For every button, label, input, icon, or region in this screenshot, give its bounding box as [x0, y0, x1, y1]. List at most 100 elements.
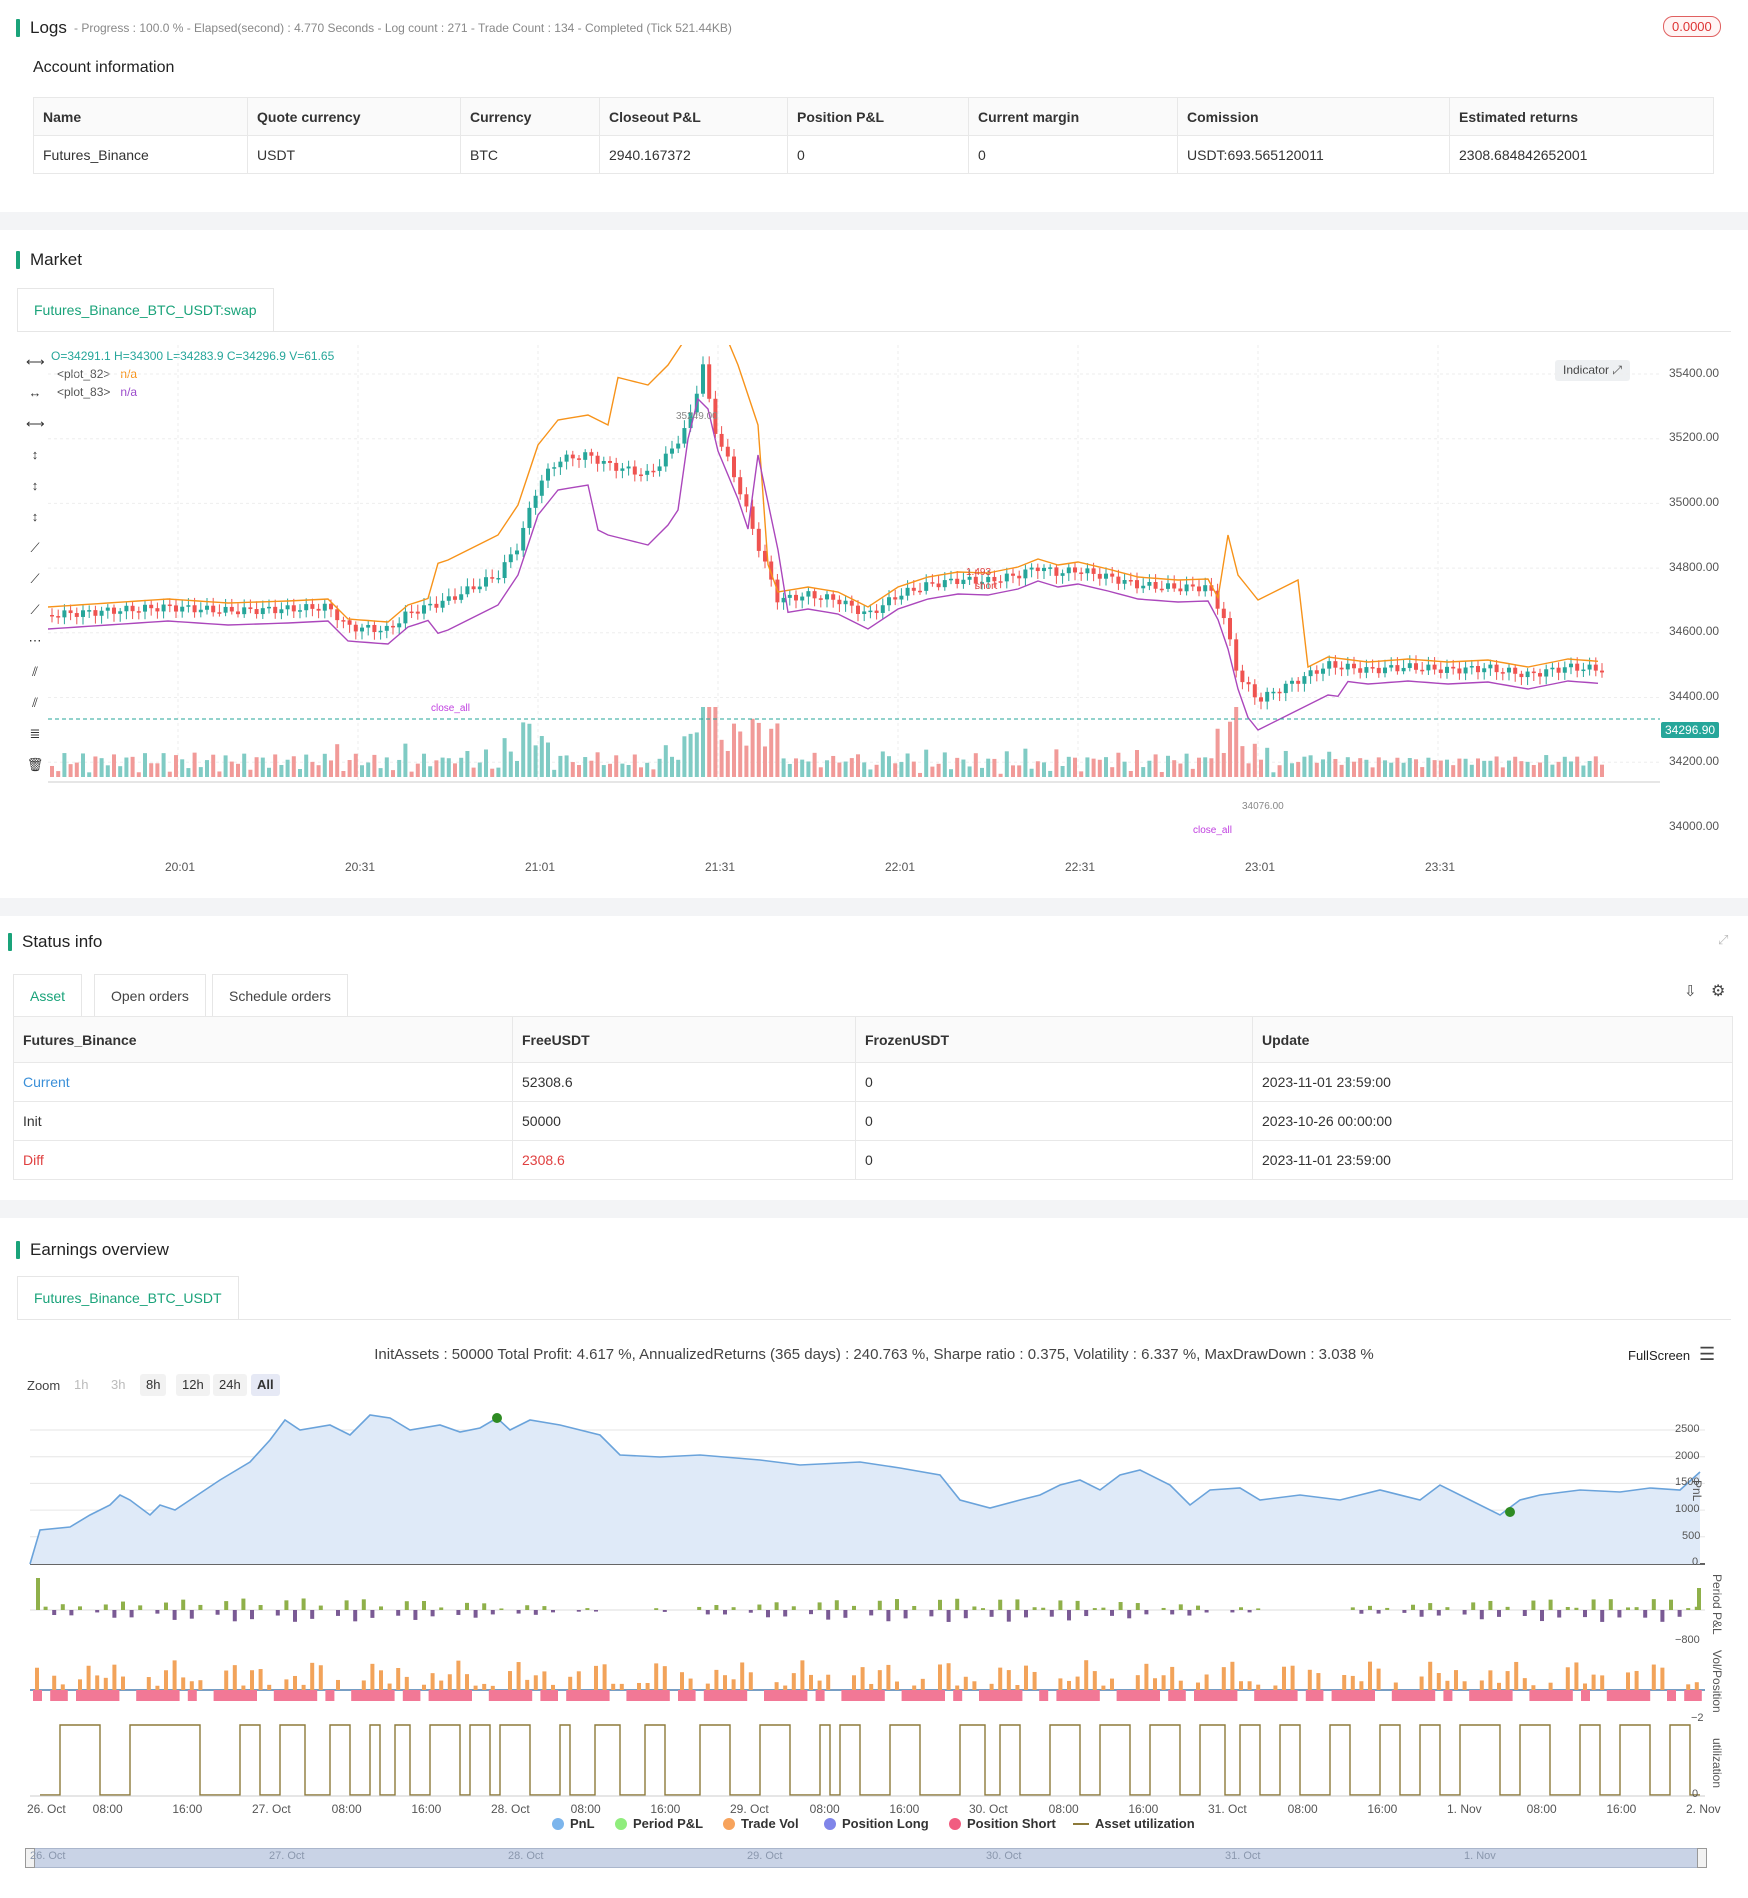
period-pnl-bar [1359, 1610, 1364, 1614]
tab-earnings-symbol[interactable]: Futures_Binance_BTC_USDT [17, 1276, 239, 1319]
gear-icon[interactable]: ⚙ [1711, 983, 1726, 1000]
pitchfork-tool-icon[interactable]: ⫽ [32, 695, 38, 710]
volume-bar [1600, 764, 1604, 777]
trade-vol-bar [1428, 1661, 1433, 1690]
vertical-ray-tool-icon[interactable]: ↕ [31, 509, 39, 524]
legend-marker [949, 1817, 961, 1830]
legend-trade-vol[interactable]: Trade Vol [723, 1816, 799, 1831]
candle-body [1550, 667, 1555, 670]
volume-bar [676, 759, 681, 777]
period-pnl-bar [1402, 1610, 1407, 1613]
legend-position-long[interactable]: Position Long [824, 1816, 929, 1831]
candle-body [1339, 667, 1344, 670]
pnl-line [29, 1414, 1701, 1565]
volume-bar [285, 759, 290, 777]
trade-vol-bar [473, 1685, 478, 1690]
period-pnl-bar [1127, 1610, 1132, 1619]
expand-icon[interactable]: ⤢ [1718, 932, 1729, 947]
volume-bar [651, 769, 656, 777]
period-pnl-bar [1436, 1610, 1441, 1616]
legend-marker [824, 1817, 836, 1830]
volume-bar [1451, 765, 1456, 777]
trade-vol-bar [611, 1683, 616, 1690]
position-short-bar [858, 1690, 868, 1701]
trade-vol-bar [1626, 1672, 1630, 1690]
period-pnl-bar [379, 1606, 383, 1610]
zoom-all-button[interactable]: All [251, 1374, 280, 1396]
trash-icon[interactable]: 🗑 [26, 757, 44, 772]
tab-asset[interactable]: Asset [13, 974, 83, 1017]
zoom-12h-button[interactable]: 12h [176, 1374, 210, 1396]
parallel-channel-tool-icon[interactable]: ⫽ [32, 664, 38, 679]
logs-badge[interactable]: 0.0000 [1663, 16, 1721, 37]
volume-bar [105, 765, 110, 777]
upper-band-line [48, 345, 1599, 669]
candle-body [471, 586, 476, 590]
zoom-3h-button[interactable]: 3h [111, 1377, 126, 1392]
candle-body [1011, 573, 1015, 576]
table-row: Current 52308.6 0 2023-11-01 23:59:00 [13, 1062, 1733, 1102]
position-short-bar [1495, 1690, 1504, 1701]
legend-pnl[interactable]: PnL [552, 1816, 595, 1831]
tab-schedule-orders[interactable]: Schedule orders [212, 974, 348, 1017]
position-short-bar [936, 1690, 945, 1701]
candle-body [812, 591, 817, 599]
navigator-left-handle[interactable] [25, 1848, 35, 1868]
legend-asset-utilization[interactable]: Asset utilization [1073, 1816, 1195, 1831]
legend-period-pnl[interactable]: Period P&L [615, 1816, 703, 1831]
price-axis-label: 35000.00 [1669, 495, 1720, 509]
navigator-right-handle[interactable] [1697, 1848, 1707, 1868]
candle-body [1265, 691, 1270, 702]
fullscreen-button[interactable]: FullScreen [1628, 1348, 1691, 1363]
extended-line-tool-icon[interactable]: ⟷ [26, 416, 45, 431]
menu-icon[interactable]: ☰ [1699, 1344, 1716, 1364]
period-pnl-bar [654, 1608, 659, 1610]
zoom-1h-button[interactable]: 1h [74, 1377, 89, 1392]
horizontal-ray-tool-icon[interactable]: ↔ [28, 385, 42, 400]
legend-position-short[interactable]: Position Short [949, 1816, 1056, 1831]
candlestick-chart[interactable] [48, 345, 1660, 783]
period-pnl-bar [430, 1610, 435, 1617]
ray-line-tool-icon[interactable]: ⟋ [30, 571, 40, 586]
position-short-bar [1073, 1690, 1083, 1701]
zoom-8h-button[interactable]: 8h [140, 1374, 167, 1396]
vertical-line-tool-icon[interactable]: ↕ [31, 447, 39, 462]
tab-market-symbol[interactable]: Futures_Binance_BTC_USDT:swap [17, 288, 274, 331]
period-pnl-bar [1084, 1610, 1089, 1617]
volume-bar [229, 761, 234, 777]
period-pnl-bar [576, 1610, 581, 1612]
volume-bar [608, 763, 612, 777]
trade-vol-bar [886, 1664, 891, 1690]
candle-body [1358, 668, 1363, 673]
volume-bar [781, 758, 786, 777]
fib-lines-tool-icon[interactable]: ≣ [29, 726, 41, 741]
status-panel: Status info ⤢ Asset Open orders Schedule… [0, 916, 1748, 1200]
horizontal-line-tool-icon[interactable]: ⟷ [26, 354, 45, 369]
price-label-tool-icon[interactable]: ⋯ [28, 633, 42, 648]
candle-body [136, 611, 141, 613]
volume-bar [1023, 748, 1028, 777]
volume-bar [843, 761, 848, 777]
volume-bar [186, 768, 191, 777]
candle-body [955, 578, 960, 584]
volume-bar [1445, 759, 1449, 777]
candle-body [1513, 667, 1518, 674]
position-short-bar [540, 1690, 550, 1701]
position-short-bar [1228, 1690, 1238, 1701]
segment-tool-icon[interactable]: ⟋ [30, 602, 40, 617]
zoom-24h-button[interactable]: 24h [213, 1374, 247, 1396]
position-short-bar [1641, 1690, 1651, 1701]
trend-line-tool-icon[interactable]: ⟋ [30, 540, 40, 555]
candle-body [1135, 580, 1139, 589]
tab-open-orders[interactable]: Open orders [94, 974, 206, 1017]
period-pnl-bar [293, 1610, 297, 1622]
candle-body [192, 605, 197, 613]
candle-body [713, 398, 718, 434]
earnings-chart[interactable] [0, 1400, 1748, 1860]
volume-bar [1426, 757, 1431, 777]
period-pnl-bar [585, 1608, 590, 1610]
candle-body [1172, 583, 1177, 589]
vertical-segment-tool-icon[interactable]: ↕ [31, 478, 39, 493]
position-short-bar [308, 1690, 318, 1701]
download-icon[interactable]: ⇩ [1684, 983, 1697, 1000]
